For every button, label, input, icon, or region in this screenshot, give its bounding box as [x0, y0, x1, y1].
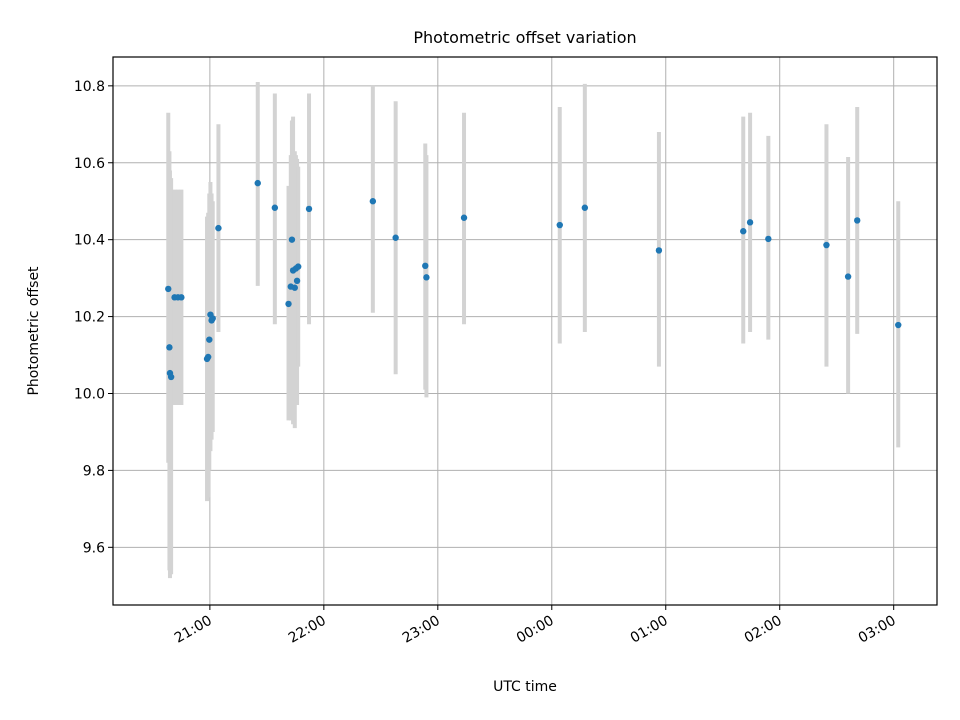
- data-points: [165, 179, 902, 381]
- plot-frame: [112, 56, 938, 606]
- y-tick-label: 10.6: [74, 156, 105, 172]
- y-tick-label: 10.4: [74, 233, 105, 249]
- data-point: [178, 294, 185, 301]
- data-point: [166, 344, 173, 351]
- data-point: [581, 204, 589, 211]
- data-point: [765, 235, 772, 243]
- data-point: [291, 284, 298, 291]
- y-axis-label: Photometric offset: [26, 266, 42, 396]
- data-point: [271, 204, 279, 211]
- data-point: [167, 373, 175, 381]
- chart-title: Photometric offset variation: [413, 28, 636, 47]
- y-tick-label: 9.6: [83, 540, 105, 556]
- data-point: [844, 273, 852, 280]
- data-point: [746, 219, 754, 226]
- data-point: [293, 277, 301, 285]
- data-point: [655, 247, 663, 254]
- data-point: [254, 179, 261, 187]
- data-point: [556, 221, 563, 229]
- data-point: [215, 224, 222, 232]
- data-point: [285, 300, 292, 308]
- grid-lines: [113, 57, 937, 605]
- x-axis-label: UTC time: [493, 679, 557, 695]
- data-point: [165, 285, 172, 293]
- y-tick-label: 10.8: [74, 79, 105, 95]
- y-tick-label: 10.0: [74, 386, 105, 402]
- data-point: [854, 217, 861, 224]
- y-axis-ticks: 9.6 9.8 10.0 10.2 10.4 10.6 10.8: [74, 79, 113, 556]
- data-point: [423, 274, 430, 281]
- data-point: [206, 336, 213, 343]
- data-point: [288, 236, 296, 243]
- data-point: [209, 315, 216, 322]
- y-tick-label: 9.8: [83, 463, 105, 479]
- data-point: [369, 198, 377, 205]
- data-point: [392, 234, 399, 241]
- data-point: [295, 263, 302, 270]
- data-point: [422, 262, 429, 270]
- data-point: [740, 228, 747, 235]
- data-point: [460, 214, 468, 221]
- data-point: [204, 353, 212, 361]
- data-point: [305, 205, 313, 213]
- y-tick-label: 10.2: [74, 310, 105, 326]
- data-point: [895, 321, 902, 329]
- data-point: [823, 241, 830, 249]
